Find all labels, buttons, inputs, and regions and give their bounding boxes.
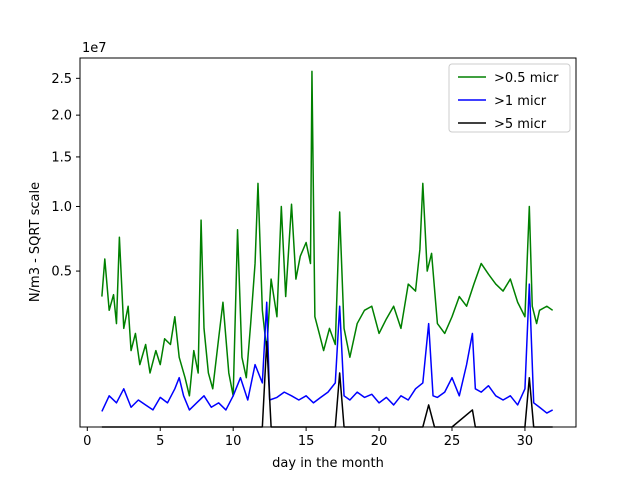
y-axis-label: N/m3 - SQRT scale [28, 182, 43, 302]
legend: >0.5 micr >1 micr >5 micr [448, 63, 571, 133]
x-tick-label: 25 [444, 434, 461, 449]
x-tick-label: 30 [517, 434, 534, 449]
plot-frame [79, 57, 577, 428]
series-line-1 [101, 70, 554, 397]
legend-label: >1 micr [494, 94, 547, 109]
legend-label: >5 micr [494, 117, 547, 132]
x-axis-label: day in the month [272, 456, 384, 471]
y-offset-label: 1e7 [82, 41, 107, 56]
y-tick-label: 1.0 [51, 200, 72, 215]
legend-box [448, 63, 571, 133]
y-tick-label: 1.5 [51, 150, 72, 165]
y-tick-label: 2.5 [51, 72, 72, 87]
x-axis-ticks: 0 5 10 15 20 25 30 [83, 427, 533, 449]
legend-label: >0.5 micr [494, 71, 559, 86]
y-tick-label: 2.0 [51, 109, 72, 124]
x-tick-label: 0 [83, 434, 91, 449]
series-line-2 [101, 283, 554, 414]
x-tick-label: 10 [225, 434, 242, 449]
y-axis-ticks: 0.5 1.0 1.5 2.0 2.5 [51, 72, 80, 280]
y-tick-label: 0.5 [51, 265, 72, 280]
x-tick-label: 20 [371, 434, 388, 449]
x-tick-label: 15 [298, 434, 315, 449]
x-tick-label: 5 [156, 434, 164, 449]
